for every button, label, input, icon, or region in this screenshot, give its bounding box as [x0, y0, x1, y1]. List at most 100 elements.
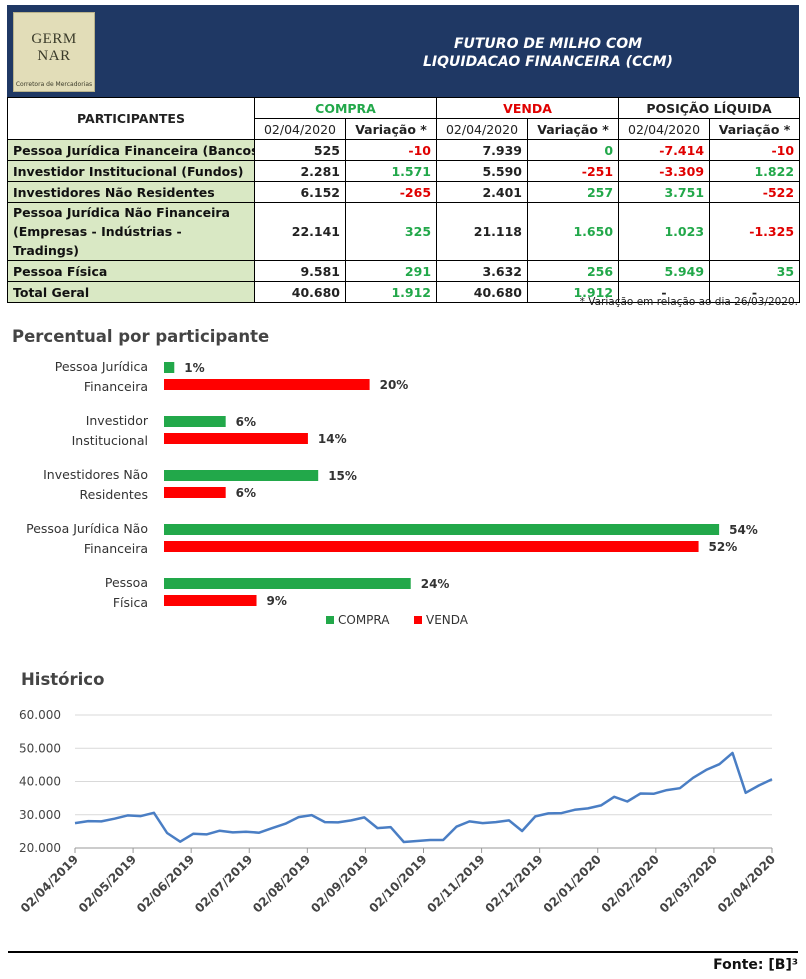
y-tick-label: 50.000: [19, 741, 61, 755]
row-label: Pessoa Física: [7, 260, 255, 282]
cell-venda-var: -251: [527, 160, 620, 182]
venda-bar: [164, 487, 226, 498]
y-tick-label: 20.000: [19, 841, 61, 855]
row-label: Pessoa Jurídica Não Financeira (Empresas…: [7, 202, 255, 261]
cell-compra-var: 1.912: [344, 281, 438, 303]
cell-compra-var: 291: [344, 260, 438, 282]
posicao-date-header: 02/04/2020: [618, 118, 711, 140]
source-credit: Fonte: [B]³: [713, 957, 798, 973]
x-tick-label: 02/04/2019: [18, 852, 81, 915]
cell-compra-var: -265: [344, 181, 438, 203]
y-tick-label: 30.000: [19, 808, 61, 822]
venda-variacao-header: Variação *: [527, 118, 620, 140]
cell-pos: 5.949: [618, 260, 711, 282]
cell-venda: 40.680: [436, 281, 529, 303]
cell-venda: 2.401: [436, 181, 529, 203]
x-tick-label: 02/03/2020: [657, 852, 720, 915]
cell-pos-var: -522: [709, 181, 801, 203]
cell-venda-var: 0: [527, 139, 620, 161]
cell-pos: 1.023: [618, 202, 711, 261]
compra-header: COMPRA: [253, 97, 438, 119]
cell-venda-var: 1.650: [527, 202, 620, 261]
bar-value-label: 24%: [421, 577, 450, 591]
cell-compra: 9.581: [254, 260, 346, 282]
x-tick-label: 02/04/2020: [715, 852, 778, 915]
x-tick-label: 02/05/2019: [76, 852, 139, 915]
venda-bar: [164, 541, 699, 552]
compra-variacao-header: Variação *: [344, 118, 438, 140]
compra-bar: [164, 578, 411, 589]
cell-pos-var: -: [709, 281, 801, 303]
row-label: Investidor Institucional (Fundos): [7, 160, 255, 182]
table-row: Investidores Não Residentes 6.152 -265 2.40…: [7, 181, 801, 203]
x-tick-label: 02/08/2019: [250, 852, 313, 915]
participants-header: PARTICIPANTES: [7, 97, 255, 140]
footer-divider: [8, 951, 798, 953]
cell-pos-var: -1.325: [709, 202, 801, 261]
cell-pos-var: 1.822: [709, 160, 801, 182]
cell-venda: 7.939: [436, 139, 529, 161]
row-label: Investidores Não Residentes: [7, 181, 255, 203]
category-label: Investidor Institucional: [72, 413, 149, 448]
venda-header: VENDA: [436, 97, 620, 119]
percent-chart-title: Percentual por participante: [12, 327, 270, 346]
title-line-1: FUTURO DE MILHO COM: [453, 36, 643, 52]
x-tick-label: 02/06/2019: [134, 852, 197, 915]
venda-bar: [164, 595, 257, 606]
history-line-chart: 20.000 30.000 40.000 50.000 60.000 02/04/2019…: [18, 708, 778, 916]
table-row: Pessoa Física 9.581 291 3.632 256 5.949 35: [7, 260, 801, 282]
bar-value-label: 52%: [709, 540, 738, 554]
x-tick-label: 02/10/2019: [366, 852, 429, 915]
table-row: Investidor Institucional (Fundos) 2.281 1.…: [7, 160, 801, 182]
bar-value-label: 6%: [236, 486, 256, 500]
company-logo: GERM NAR Corretora de Mercadorias: [13, 12, 95, 92]
cell-pos-var: 35: [709, 260, 801, 282]
cell-pos: -3.309: [618, 160, 711, 182]
category-label: Investidores Não Residentes: [43, 467, 148, 502]
variation-footnote: * Variação em relação ao dia 26/03/2020.: [579, 296, 798, 308]
table-header-row: PARTICIPANTES COMPRA VENDA POSIÇÃO LÍQUI…: [7, 97, 801, 140]
legend-swatch-venda: [414, 616, 422, 624]
bar-value-label: 9%: [267, 594, 287, 608]
table-total-row: Total Geral 40.680 1.912 40.680 1.912- -: [7, 281, 801, 303]
cell-compra-var: -10: [344, 139, 438, 161]
table-row: Pessoa Jurídica Financeira (Bancos) 525 -1…: [7, 139, 801, 161]
y-tick-label: 60.000: [19, 708, 61, 722]
x-tick-label: 02/11/2019: [424, 852, 487, 915]
row-label: Total Geral: [7, 281, 255, 303]
title-line-2: LIQUIDACAO FINANCEIRA (CCM): [423, 54, 673, 70]
table-subheader-row: 02/04/2020 Variação * 02/04/2020 Variaçã…: [8, 118, 801, 140]
cell-compra: 525: [254, 139, 346, 161]
cell-compra: 40.680: [254, 281, 346, 303]
row-label: Pessoa Jurídica Financeira (Bancos): [7, 139, 255, 161]
x-tick-label: 02/01/2020: [541, 852, 604, 915]
legend-swatch-compra: [326, 616, 334, 624]
category-label: Pessoa Física: [105, 575, 148, 610]
cell-venda-var: 1.912: [527, 281, 620, 303]
cell-venda: 3.632: [436, 260, 529, 282]
cell-compra: 6.152: [254, 181, 346, 203]
bar-value-label: 15%: [328, 469, 357, 483]
x-tick-label: 02/02/2020: [599, 852, 662, 915]
venda-date-header: 02/04/2020: [436, 118, 529, 140]
x-tick-label: 02/12/2019: [482, 852, 545, 915]
history-series-line: [74, 751, 773, 844]
posicao-header: POSIÇÃO LÍQUIDA: [618, 97, 801, 119]
legend-label-venda: VENDA: [426, 613, 469, 627]
report-header: GERM NAR Corretora de Mercadorias FUTURO…: [7, 5, 799, 97]
cell-pos: -7.414: [618, 139, 711, 161]
participants-table: PARTICIPANTES COMPRA VENDA POSIÇÃO LÍQUI…: [7, 97, 801, 303]
venda-bar: [164, 379, 370, 390]
category-label: Pessoa Jurídica Financeira: [55, 359, 148, 394]
compra-date-header: 02/04/2020: [254, 118, 346, 140]
compra-bar: [164, 416, 226, 427]
cell-compra: 2.281: [254, 160, 346, 182]
cell-venda-var: 256: [527, 260, 620, 282]
cell-venda: 5.590: [436, 160, 529, 182]
percent-bar-chart: Pessoa Jurídica Financeira 1% 20% Investidor…: [26, 359, 758, 627]
logo-text: GERM NAR: [31, 31, 77, 64]
compra-bar: [164, 524, 720, 535]
report-title: FUTURO DE MILHO COM LIQUIDACAO FINANCEIR…: [307, 35, 789, 71]
cell-venda-var: 257: [527, 181, 620, 203]
posicao-variacao-header: Variação *: [709, 118, 801, 140]
